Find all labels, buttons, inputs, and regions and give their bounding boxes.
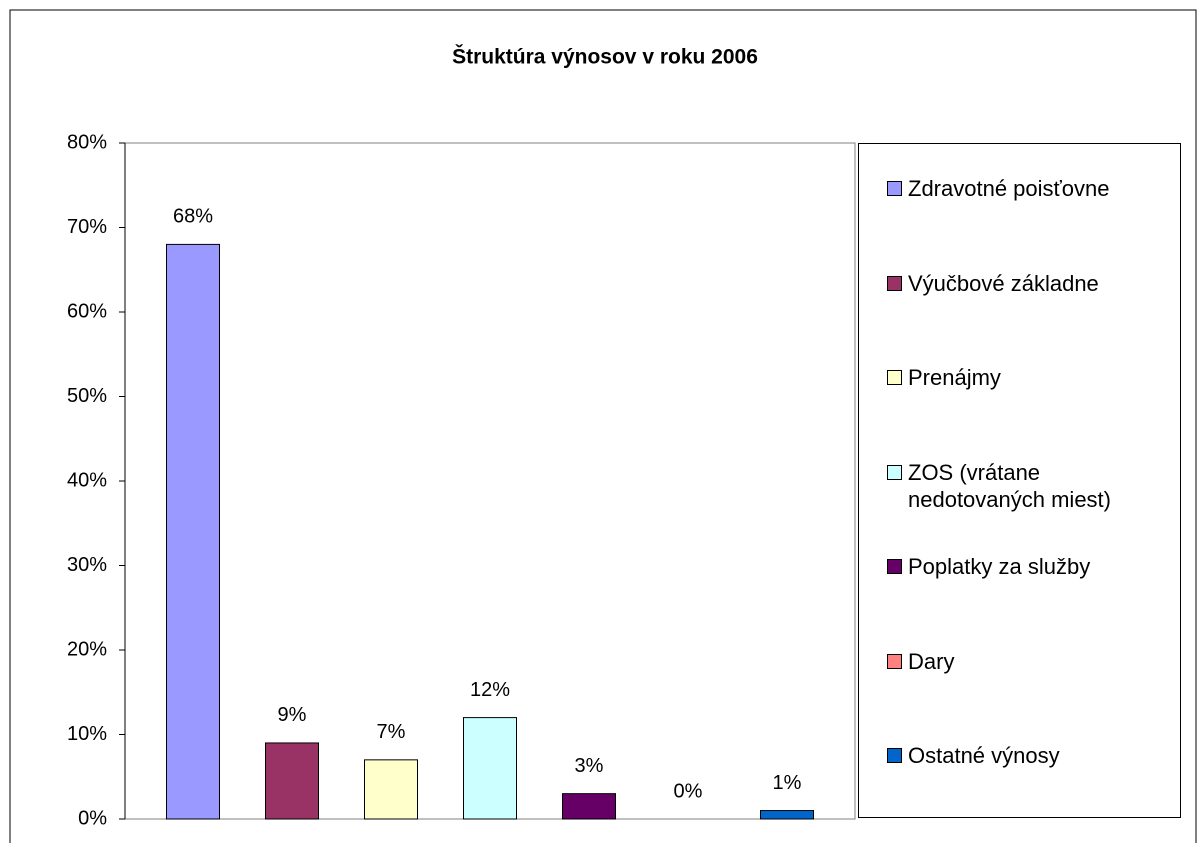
y-tick-label: 80% [67,131,107,153]
legend-label: Ostatné výnosy [908,743,1060,768]
legend-item: Poplatky za služby [887,553,1177,580]
y-tick-label: 0% [78,807,107,829]
legend: Zdravotné poisťovne Výučbové základne Pren… [858,143,1181,818]
chart-title: Štruktúra výnosov v roku 2006 [452,45,758,69]
y-tick-label: 30% [67,554,107,576]
bar [562,793,616,820]
legend-swatch [887,559,902,574]
y-tick-label: 20% [67,638,107,660]
value-label: 3% [575,755,604,777]
bar [364,759,418,820]
legend-label: Prenájmy [908,365,1001,390]
y-tick-label: 70% [67,216,107,238]
y-tick-label: 10% [67,723,107,745]
legend-swatch [887,653,902,669]
plot-area [124,142,856,820]
legend-swatch [887,464,902,480]
legend-swatch [887,370,902,385]
bar [265,742,319,820]
legend-label: Poplatky za služby [908,554,1091,579]
legend-swatch [887,181,902,196]
bar [463,717,517,820]
legend-item: Ostatné výnosy [887,742,1177,769]
legend-item: Prenájmy [887,364,1177,391]
value-label: 68% [173,206,213,228]
legend-item: Dary [887,648,1177,675]
bar [760,810,814,820]
legend-label: Výučbové základne [908,270,1099,296]
value-label: 9% [278,704,307,726]
y-tick-label: 60% [67,300,107,322]
legend-label: Zdravotné poisťovne [908,176,1110,201]
legend-label: Dary [908,648,955,674]
legend-item: ZOS (vrátane nedotovaných miest) [887,459,1177,513]
value-label: 0% [674,780,703,802]
legend-swatch [887,275,902,291]
y-tick-label: 40% [67,469,107,491]
y-tick-label: 50% [67,385,107,407]
bar [166,243,220,820]
value-label: 7% [377,721,406,743]
legend-label: ZOS (vrátane nedotovaných miest) [908,459,1111,512]
legend-swatch [887,748,902,763]
legend-item: Zdravotné poisťovne [887,175,1177,202]
value-label: 1% [773,772,802,794]
value-label: 12% [470,679,510,701]
legend-item: Výučbové základne [887,270,1177,297]
